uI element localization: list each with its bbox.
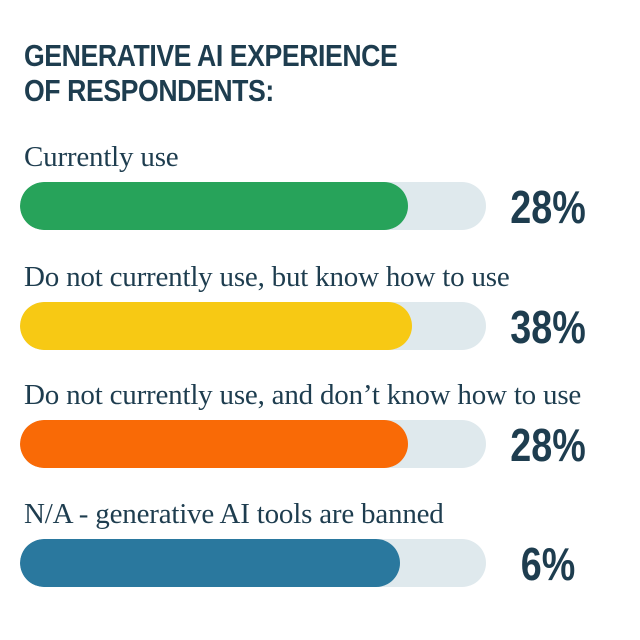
bar-track <box>20 420 486 468</box>
bar-label: Do not currently use, but know how to us… <box>24 261 510 293</box>
chart-title-line-2: OF RESPONDENTS: <box>24 73 274 108</box>
bar-label: Do not currently use, and don’t know how… <box>24 379 582 411</box>
bar-value-label: 28% <box>510 181 586 233</box>
bar-track <box>20 539 486 587</box>
bar-track <box>20 182 486 230</box>
bar-track <box>20 302 486 350</box>
bar-row-know-how: Do not currently use, but know how to us… <box>0 260 640 370</box>
bar-value-label: 28% <box>510 419 586 471</box>
bar-label: Currently use <box>24 141 179 173</box>
bar-value-label: 38% <box>510 301 586 353</box>
chart-title: GENERATIVE AI EXPERIENCE OF RESPONDENTS: <box>24 38 506 108</box>
chart-title-line-1: GENERATIVE AI EXPERIENCE <box>24 38 398 73</box>
bar-fill <box>20 420 409 468</box>
bar-value-label: 6% <box>520 538 576 590</box>
bar-fill <box>20 539 400 587</box>
bar-fill <box>20 302 412 350</box>
bar-row-banned: N/A - generative AI tools are banned 6% <box>0 497 640 607</box>
bar-row-currently-use: Currently use 28% <box>0 140 640 250</box>
bar-row-dont-know-how: Do not currently use, and don’t know how… <box>0 378 640 488</box>
bar-label: N/A - generative AI tools are banned <box>24 498 444 530</box>
bar-fill <box>20 182 409 230</box>
